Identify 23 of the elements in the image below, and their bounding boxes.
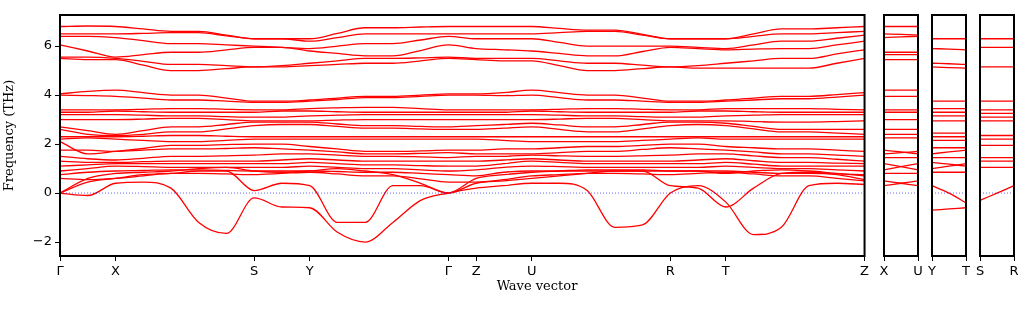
x-tick-label: S (975, 263, 985, 279)
y-tick-label: 4 (43, 86, 52, 102)
x-axis-title: Wave vector (495, 278, 579, 293)
y-tick-label: 6 (43, 37, 52, 53)
x-tick-label: Y (927, 263, 937, 279)
y-axis-title: Frequency (THz) (1, 79, 17, 192)
x-tick-label: Γ (444, 263, 453, 279)
x-tick-label: R (1009, 263, 1019, 279)
y-tick-label: 0 (43, 184, 52, 200)
y-tick-label: 2 (43, 135, 52, 151)
y-tick-label: −2 (32, 233, 52, 249)
x-tick-label: X (111, 263, 121, 279)
x-tick-label: X (879, 263, 889, 279)
x-tick-label: U (526, 263, 537, 279)
x-tick-label: Z (860, 263, 870, 279)
x-tick-label: R (665, 263, 675, 279)
x-tick-label: Y (304, 263, 314, 279)
x-tick-label: Γ (56, 263, 65, 279)
x-tick-label: T (720, 263, 730, 279)
x-tick-label: S (250, 263, 259, 279)
x-tick-label: T (961, 263, 971, 279)
x-tick-label: Z (471, 263, 481, 279)
x-tick-label: U (913, 263, 923, 279)
